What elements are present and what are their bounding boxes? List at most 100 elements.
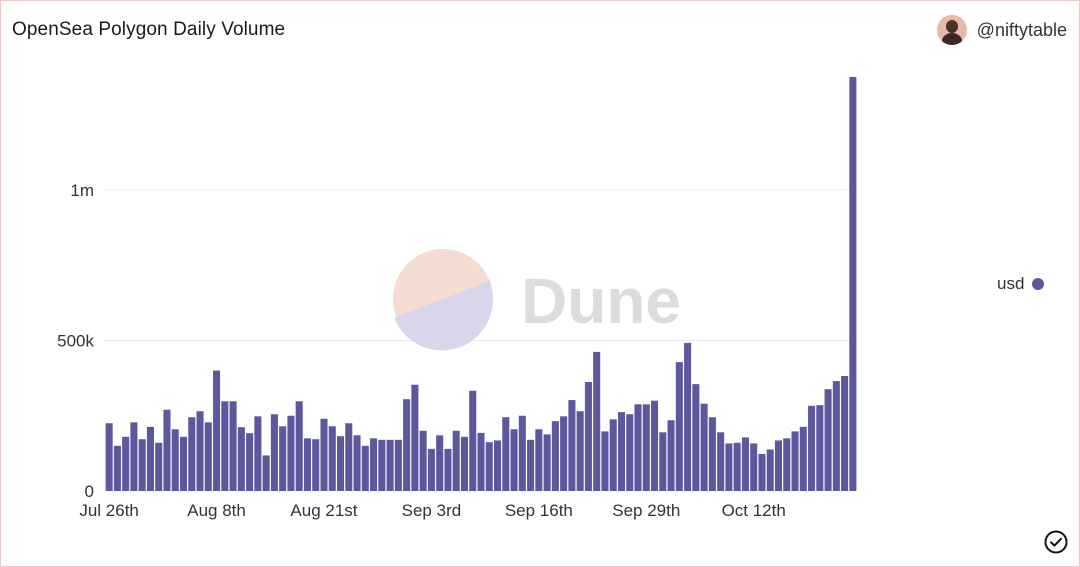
bar[interactable] xyxy=(601,431,609,491)
bar[interactable] xyxy=(419,430,427,491)
bar[interactable] xyxy=(146,426,154,491)
bar[interactable] xyxy=(353,435,361,491)
bar[interactable] xyxy=(427,448,435,491)
bar[interactable] xyxy=(535,429,543,491)
bar[interactable] xyxy=(452,430,460,491)
bar[interactable] xyxy=(725,443,733,491)
bar[interactable] xyxy=(336,436,345,491)
bar[interactable] xyxy=(378,439,386,491)
author-name[interactable]: @niftytable xyxy=(976,19,1067,40)
bar[interactable] xyxy=(783,438,791,491)
bar[interactable] xyxy=(816,405,824,491)
bar[interactable] xyxy=(254,416,262,491)
bar[interactable] xyxy=(799,426,807,491)
bar[interactable] xyxy=(345,423,353,491)
bar[interactable] xyxy=(411,384,419,491)
bar[interactable] xyxy=(320,418,328,491)
bar[interactable] xyxy=(361,445,369,491)
bar[interactable] xyxy=(510,429,518,491)
bar[interactable] xyxy=(700,403,708,491)
bar[interactable] xyxy=(237,427,245,491)
bar[interactable] xyxy=(634,404,642,491)
bar[interactable] xyxy=(708,417,716,491)
bar[interactable] xyxy=(394,439,402,491)
bar[interactable] xyxy=(717,432,725,491)
bar[interactable] xyxy=(684,342,692,491)
bar[interactable] xyxy=(692,384,700,491)
bar[interactable] xyxy=(179,436,188,491)
bar[interactable] xyxy=(469,390,477,491)
bar[interactable] xyxy=(642,404,650,491)
bar[interactable] xyxy=(758,453,766,491)
bar[interactable] xyxy=(105,423,113,491)
bar[interactable] xyxy=(651,400,659,491)
x-tick-label: Sep 3rd xyxy=(402,501,462,520)
author-link[interactable]: @niftytable xyxy=(936,15,1067,45)
bar[interactable] xyxy=(386,439,394,491)
bar[interactable] xyxy=(667,420,675,491)
bar[interactable] xyxy=(262,455,270,491)
bar[interactable] xyxy=(832,381,840,491)
bar[interactable] xyxy=(543,434,551,491)
bar[interactable] xyxy=(279,426,287,491)
bar[interactable] xyxy=(163,409,171,491)
bar[interactable] xyxy=(113,445,121,491)
bar[interactable] xyxy=(593,351,601,491)
bar[interactable] xyxy=(138,439,146,491)
x-tick-label: Aug 8th xyxy=(187,501,246,520)
bar[interactable] xyxy=(518,415,526,491)
bar[interactable] xyxy=(733,442,741,491)
bar[interactable] xyxy=(750,443,758,491)
bar[interactable] xyxy=(204,422,212,491)
bar[interactable] xyxy=(221,401,229,491)
bar[interactable] xyxy=(477,432,485,491)
bar[interactable] xyxy=(560,416,568,491)
bar[interactable] xyxy=(659,432,667,491)
bar[interactable] xyxy=(741,437,749,491)
bar[interactable] xyxy=(609,419,617,491)
legend-swatch xyxy=(1032,278,1045,290)
bar[interactable] xyxy=(295,401,303,491)
bar[interactable] xyxy=(436,435,444,491)
bar[interactable] xyxy=(808,405,816,491)
bar[interactable] xyxy=(774,440,783,491)
bar[interactable] xyxy=(617,412,626,491)
bar[interactable] xyxy=(791,431,799,491)
bar[interactable] xyxy=(824,389,832,491)
bar[interactable] xyxy=(584,382,592,491)
bar[interactable] xyxy=(287,415,295,491)
bar[interactable] xyxy=(444,448,452,491)
bar[interactable] xyxy=(766,449,774,491)
bar[interactable] xyxy=(328,426,336,491)
bar[interactable] xyxy=(270,414,278,491)
bar[interactable] xyxy=(675,362,683,491)
bar[interactable] xyxy=(213,370,221,491)
legend[interactable]: usd xyxy=(997,274,1045,294)
bar[interactable] xyxy=(229,401,237,491)
bar[interactable] xyxy=(460,436,469,491)
bar[interactable] xyxy=(312,439,320,491)
bar[interactable] xyxy=(493,440,502,491)
bar[interactable] xyxy=(122,436,130,491)
bar[interactable] xyxy=(502,417,510,491)
bar[interactable] xyxy=(188,417,196,491)
bar[interactable] xyxy=(485,442,493,491)
bar[interactable] xyxy=(576,411,584,491)
bar[interactable] xyxy=(841,375,849,491)
bar[interactable] xyxy=(551,421,559,491)
bar[interactable] xyxy=(626,414,634,491)
bar[interactable] xyxy=(527,439,535,491)
bar[interactable] xyxy=(568,400,576,491)
bar[interactable] xyxy=(155,442,163,491)
x-tick-label: Sep 29th xyxy=(612,501,680,520)
bar[interactable] xyxy=(303,438,311,491)
bar[interactable] xyxy=(196,411,204,491)
check-circle-icon[interactable] xyxy=(1044,530,1068,554)
y-axis-ticks: 0 500k 1m xyxy=(57,181,94,501)
bar[interactable] xyxy=(370,438,378,491)
bar[interactable] xyxy=(403,399,411,491)
bar[interactable] xyxy=(171,429,179,491)
bar[interactable] xyxy=(246,433,254,491)
bar[interactable] xyxy=(130,422,138,491)
bar[interactable] xyxy=(849,77,857,491)
